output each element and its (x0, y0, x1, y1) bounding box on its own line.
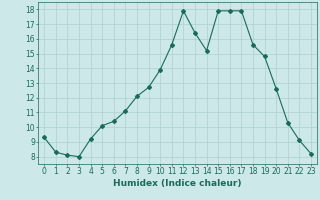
X-axis label: Humidex (Indice chaleur): Humidex (Indice chaleur) (113, 179, 242, 188)
